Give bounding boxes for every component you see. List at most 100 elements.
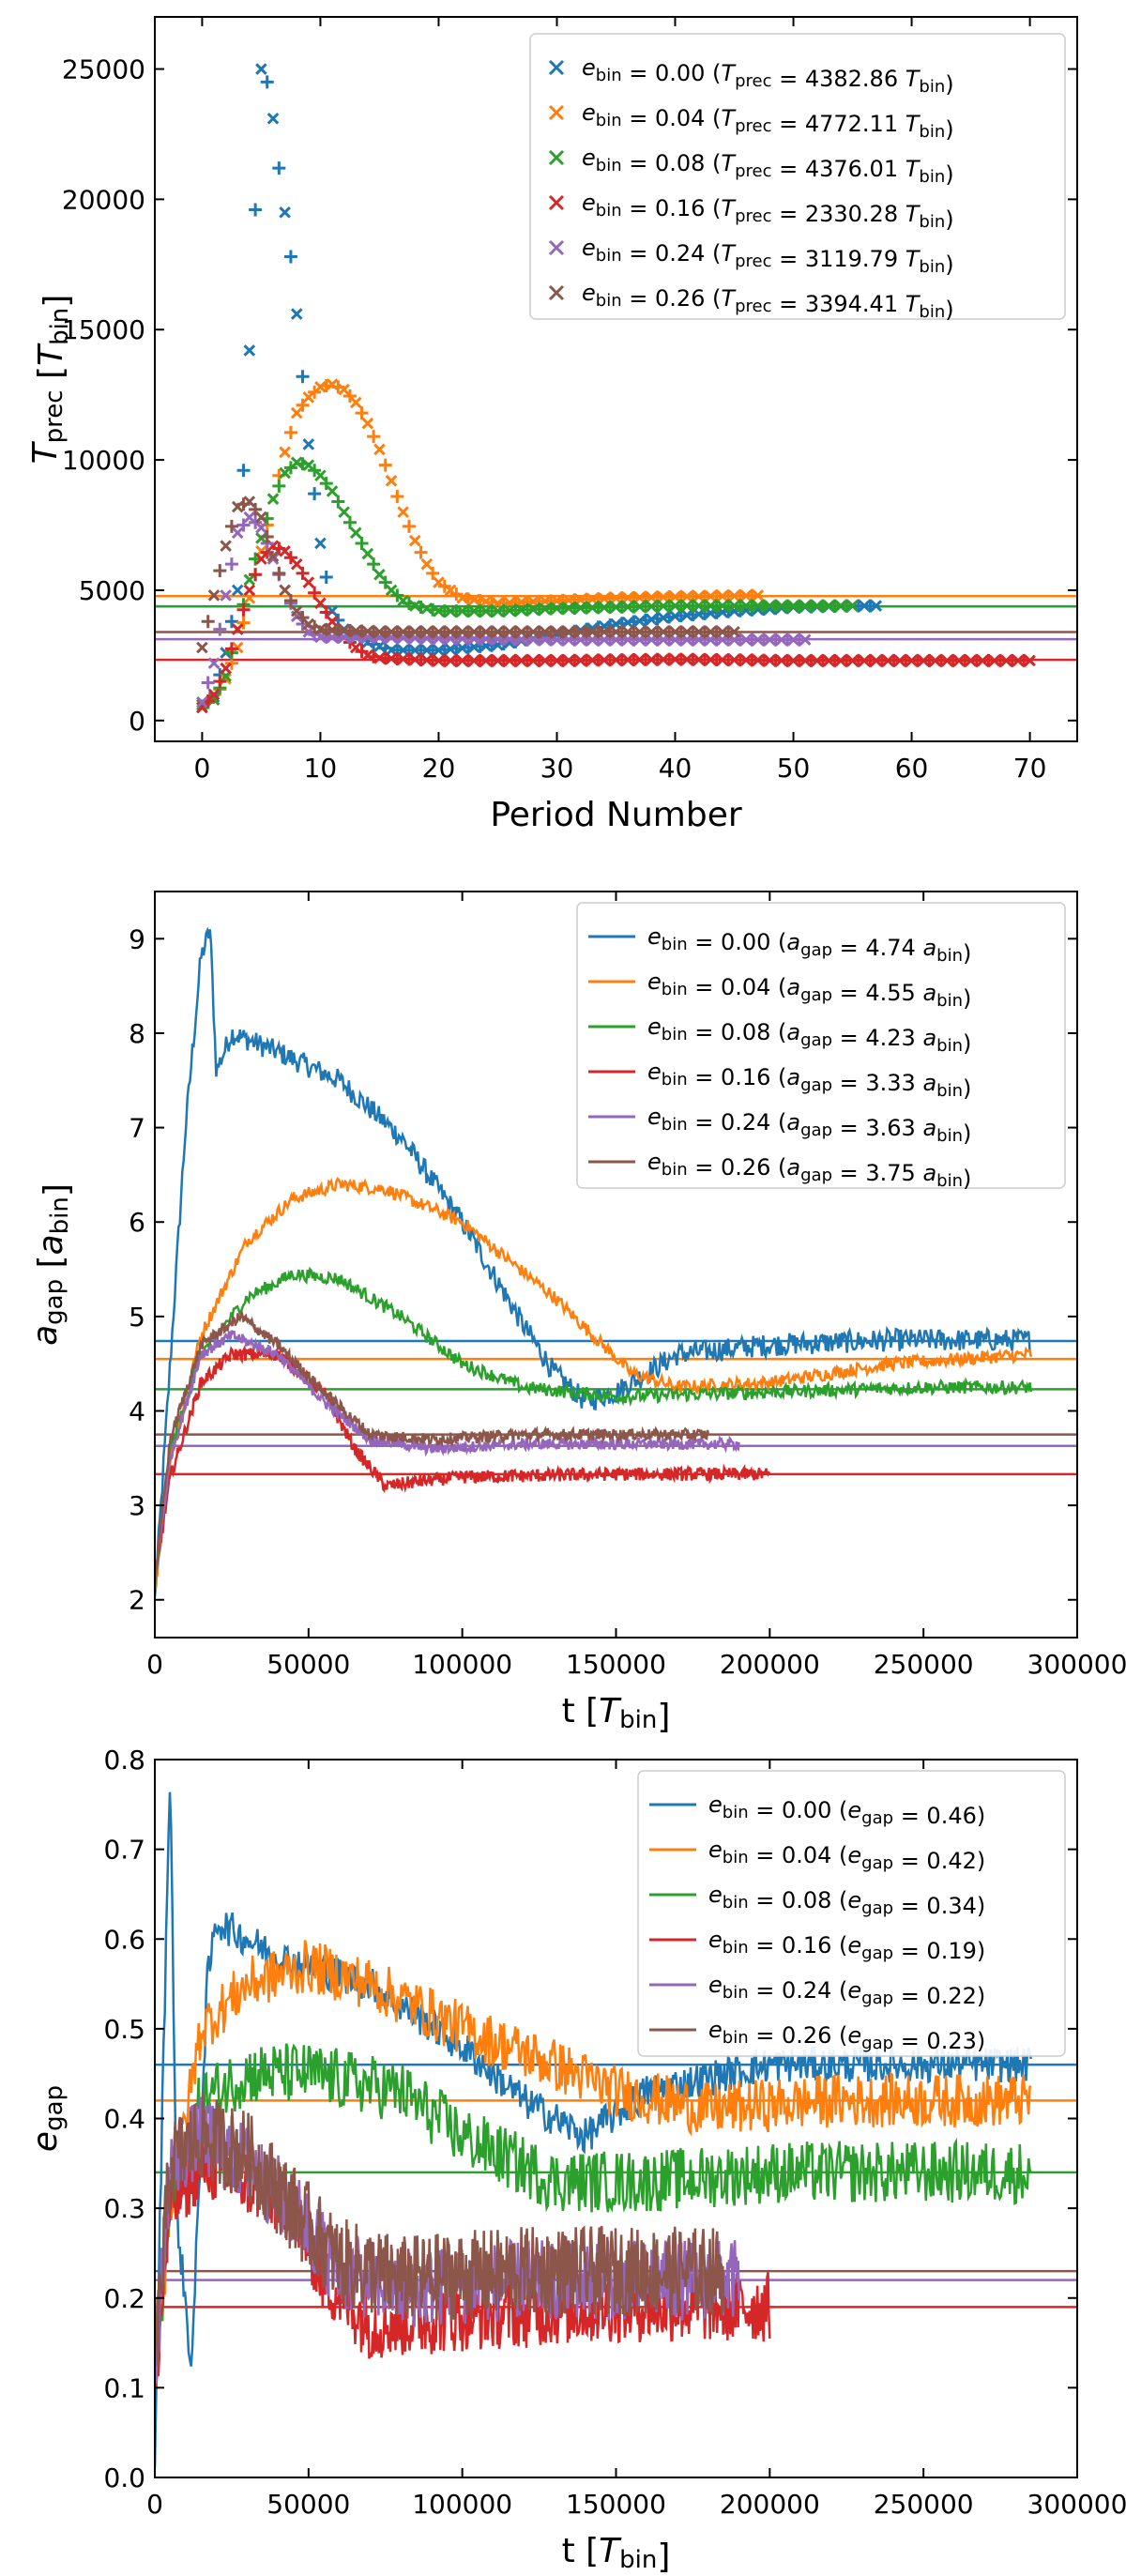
data-point bbox=[266, 493, 280, 506]
x-tick-label: 250000 bbox=[874, 2489, 974, 2520]
data-point bbox=[846, 600, 859, 612]
legend-marker bbox=[548, 239, 565, 256]
x-tick-label: 100000 bbox=[412, 1649, 512, 1680]
data-point bbox=[314, 597, 327, 610]
series-line-5 bbox=[155, 2092, 725, 2367]
data-point bbox=[266, 112, 280, 125]
data-point bbox=[220, 662, 232, 675]
x-tick-label: 150000 bbox=[566, 2489, 666, 2520]
data-point bbox=[326, 485, 339, 497]
data-point bbox=[283, 250, 297, 264]
data-point bbox=[319, 571, 333, 585]
y-tick-label: 25000 bbox=[62, 54, 145, 85]
data-point bbox=[367, 557, 381, 572]
legend-marker bbox=[548, 149, 565, 166]
data-point bbox=[243, 344, 256, 357]
legend-entry-2: ebin = 0.08 (egap = 0.34) bbox=[708, 1882, 985, 1919]
x-tick-label: 0 bbox=[146, 1649, 163, 1680]
y-tick-label: 0.8 bbox=[103, 1745, 145, 1776]
y-tick-label: 8 bbox=[129, 1018, 145, 1049]
data-point bbox=[266, 550, 280, 563]
legend-entry-3: ebin = 0.16 (egap = 0.19) bbox=[708, 1927, 985, 1964]
data-point bbox=[308, 586, 322, 600]
data-point bbox=[220, 589, 232, 602]
data-point bbox=[243, 511, 256, 524]
data-point bbox=[272, 479, 286, 493]
data-point bbox=[390, 489, 404, 503]
data-point bbox=[302, 459, 315, 471]
data-point bbox=[402, 519, 416, 533]
legend-entry-3: ebin = 0.16 (Tprec = 2330.28 Tbin) bbox=[582, 190, 954, 233]
data-point bbox=[373, 568, 386, 581]
y-tick-label: 15000 bbox=[62, 314, 145, 345]
data-point bbox=[338, 506, 350, 518]
data-point bbox=[296, 566, 310, 580]
data-point bbox=[290, 406, 303, 419]
data-point bbox=[260, 75, 274, 89]
y-tick-label: 0.7 bbox=[103, 1835, 145, 1866]
x-tick-label: 150000 bbox=[566, 1649, 666, 1680]
data-point bbox=[342, 389, 357, 404]
data-point bbox=[279, 446, 291, 459]
legend-entry-5: ebin = 0.26 (Tprec = 3394.41 Tbin) bbox=[582, 280, 954, 323]
data-point bbox=[355, 536, 369, 550]
data-point bbox=[279, 466, 291, 480]
data-point bbox=[231, 526, 244, 540]
legend-entry-0: ebin = 0.00 (agap = 4.74 abin) bbox=[647, 923, 971, 967]
y-tick-label: 2 bbox=[129, 1585, 145, 1616]
y-axis-label: agap [abin] bbox=[26, 1183, 76, 1346]
legend-entry-5: ebin = 0.26 (agap = 3.75 abin) bbox=[647, 1149, 971, 1192]
data-point bbox=[224, 615, 238, 629]
data-point bbox=[213, 622, 227, 636]
data-point bbox=[426, 566, 440, 580]
data-point bbox=[342, 515, 357, 529]
series-line-1 bbox=[155, 1177, 1033, 1592]
legend-entry-2: ebin = 0.08 (Tprec = 4376.01 Tbin) bbox=[582, 145, 954, 188]
data-point bbox=[302, 438, 315, 450]
data-point bbox=[338, 383, 350, 396]
series-line-3 bbox=[155, 1344, 771, 1581]
data-point bbox=[224, 557, 238, 572]
x-tick-label: 50000 bbox=[266, 1649, 350, 1680]
data-point bbox=[236, 602, 251, 617]
x-tick-label: 40 bbox=[659, 753, 692, 784]
data-point bbox=[349, 526, 362, 540]
data-point bbox=[255, 511, 267, 524]
y-tick-label: 0.3 bbox=[103, 2193, 145, 2224]
x-axis-label: t [Tbin] bbox=[562, 2532, 671, 2576]
y-tick-label: 5000 bbox=[79, 575, 145, 606]
data-point bbox=[207, 657, 221, 670]
data-point bbox=[272, 161, 286, 175]
data-point bbox=[231, 623, 244, 635]
data-point bbox=[290, 557, 303, 571]
data-point bbox=[213, 675, 227, 689]
data-point bbox=[213, 564, 227, 578]
series-3 bbox=[196, 540, 1036, 714]
data-point bbox=[355, 645, 369, 659]
data-point bbox=[207, 589, 221, 602]
legend-entry-2: ebin = 0.08 (agap = 4.23 abin) bbox=[647, 1014, 971, 1057]
x-axis-label: Period Number bbox=[490, 796, 742, 834]
legend-entry-0: ebin = 0.00 (egap = 0.46) bbox=[708, 1791, 985, 1829]
data-point bbox=[414, 545, 428, 559]
panel-precession-period: 0 10 20 30 40 50 60 70 0 5000 10000 15000 20000 25000… bbox=[26, 16, 1078, 834]
data-point bbox=[355, 406, 369, 420]
data-point bbox=[799, 633, 812, 647]
series-5 bbox=[196, 495, 740, 654]
y-tick-label: 0.5 bbox=[103, 2014, 145, 2045]
legend-entry-1: ebin = 0.04 (agap = 4.55 abin) bbox=[647, 968, 971, 1012]
x-tick-label: 50 bbox=[777, 753, 811, 784]
plot-frame bbox=[154, 16, 1078, 742]
data-point bbox=[420, 557, 434, 571]
data-point bbox=[220, 540, 232, 553]
data-point bbox=[437, 579, 451, 593]
legend-marker bbox=[548, 284, 565, 301]
data-point bbox=[752, 589, 765, 602]
data-point bbox=[378, 458, 392, 472]
y-tick-label: 4 bbox=[129, 1395, 145, 1426]
data-point bbox=[283, 461, 297, 475]
data-point bbox=[249, 502, 263, 516]
data-point bbox=[390, 588, 404, 602]
legend-entry-1: ebin = 0.04 (egap = 0.42) bbox=[708, 1837, 985, 1874]
